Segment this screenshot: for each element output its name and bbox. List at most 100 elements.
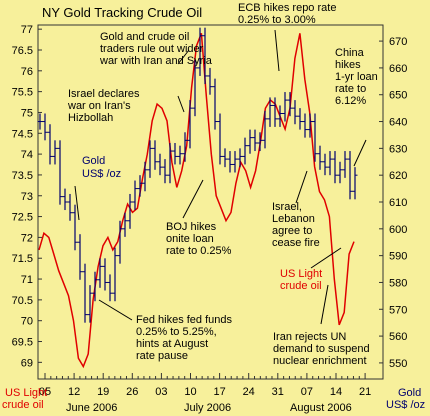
- gold-bar: [262, 110, 268, 149]
- gold-bar: [292, 100, 298, 125]
- gold-bar: [87, 285, 93, 323]
- gold-bar: [212, 78, 218, 130]
- right-tick-label: 580: [389, 277, 407, 289]
- gold-bar: [167, 143, 173, 184]
- left-tick-label: 72: [21, 232, 33, 244]
- chart-title: NY Gold Tracking Crude Oil: [42, 5, 202, 20]
- annotation-china: China hikes 1-yr loan rate to 6.12%: [335, 47, 381, 107]
- right-tick-label: 560: [389, 331, 407, 343]
- month-label-june: June 2006: [66, 402, 117, 414]
- x-tick-label: 26: [126, 386, 138, 398]
- gold-bar: [342, 151, 348, 178]
- gold-bar: [97, 258, 103, 288]
- left-tick-label: 76: [21, 66, 33, 78]
- x-tick-label: 10: [184, 386, 196, 398]
- pointer-oil-label: [310, 247, 342, 269]
- gold-bar: [127, 193, 133, 229]
- left-tick-label: 73: [21, 191, 33, 203]
- x-tick-label: 03: [155, 386, 167, 398]
- left-tick-label: 70: [21, 316, 33, 328]
- right-axis-ticks: 670 660 650 640 630 620 610 600 590 580 570 560 550: [379, 36, 407, 370]
- gold-bar: [322, 153, 328, 176]
- right-tick-label: 620: [389, 170, 407, 182]
- pointer-iran: [320, 284, 329, 325]
- gold-bar: [232, 151, 238, 173]
- gold-bar: [282, 92, 288, 122]
- left-axis-label: US Light crude oil: [2, 387, 47, 411]
- gold-bar: [302, 113, 308, 138]
- annotation-fed: Fed hikes fed funds 0.25% to 5.25%, hint…: [136, 314, 235, 362]
- gold-bar: [177, 145, 183, 165]
- gold-bar: [247, 129, 253, 154]
- series-layer: [37, 27, 358, 369]
- gold-bar: [222, 148, 228, 168]
- month-label-july: July 2006: [184, 402, 231, 414]
- left-tick-label: 74: [21, 149, 33, 161]
- annotation-iran: Iran rejects UN demand to suspend nuclea…: [273, 331, 373, 367]
- right-tick-label: 610: [389, 197, 407, 209]
- x-tick-label: 17: [213, 386, 225, 398]
- annotation-boj: BOJ hikes onite loan rate to 0.25%: [166, 221, 232, 257]
- x-tick-label: 14: [330, 386, 342, 398]
- right-tick-label: 600: [389, 224, 407, 236]
- left-tick-label: 75: [21, 107, 33, 119]
- right-tick-label: 550: [389, 358, 407, 370]
- gold-bar: [152, 140, 158, 170]
- left-tick-label: 76.5: [12, 45, 33, 57]
- x-axis-ticks: 05 12 19 26 03 10 17 24 31 07 14 21: [39, 373, 371, 398]
- gold-bar: [122, 212, 128, 237]
- x-tick-label: 07: [301, 386, 313, 398]
- gold-bar: [82, 263, 88, 323]
- gold-bar: [237, 148, 243, 168]
- right-tick-label: 570: [389, 304, 407, 316]
- x-tick-label: 21: [359, 386, 371, 398]
- gold-bar: [352, 167, 358, 200]
- gold-bar: [47, 124, 53, 165]
- left-tick-label: 69.5: [12, 337, 33, 349]
- gold-bar: [142, 161, 148, 192]
- annotation-ecb: ECB hikes repo rate 0.25% to 3.00%: [238, 2, 340, 26]
- right-axis-label: Gold US$ /oz: [386, 387, 425, 411]
- pointer-lebanon: [295, 170, 308, 204]
- left-axis-ticks: 77 76.5 76 75.5 75 74.5 74 73.5 73 72.5 72 71.5 71 70…: [12, 24, 42, 369]
- left-tick-label: 71.5: [12, 253, 33, 265]
- gold-bar: [317, 145, 323, 170]
- gold-bar: [132, 180, 138, 211]
- gold-bar: [62, 188, 68, 211]
- gold-bar: [112, 247, 118, 302]
- pointer-fed: [98, 299, 133, 321]
- pointer-gold-label: [74, 185, 80, 221]
- legend-oil: US Light crude oil: [280, 268, 325, 292]
- gold-bar: [192, 59, 198, 117]
- gold-bar: [182, 132, 188, 162]
- gold-bar: [252, 129, 258, 152]
- gold-bar: [52, 140, 58, 165]
- gold-bar: [57, 140, 63, 205]
- gold-bar: [227, 151, 233, 173]
- x-tick-label: 31: [272, 386, 284, 398]
- right-tick-label: 590: [389, 251, 407, 263]
- gold-bar: [202, 27, 208, 84]
- x-tick-label: 12: [68, 386, 80, 398]
- left-tick-label: 72.5: [12, 212, 33, 224]
- left-tick-label: 75.5: [12, 87, 33, 99]
- left-tick-label: 71: [21, 274, 33, 286]
- gold-bar: [92, 271, 98, 302]
- pointer-gold-oil-war: [177, 49, 190, 65]
- gold-bar: [37, 113, 43, 130]
- gold-bar: [267, 97, 273, 127]
- gold-bar: [42, 113, 48, 141]
- x-tick-label: 19: [97, 386, 109, 398]
- right-tick-label: 630: [389, 143, 407, 155]
- gold-bar: [347, 151, 353, 200]
- gold-bar: [107, 274, 113, 302]
- left-tick-label: 74.5: [12, 128, 33, 140]
- gold-bar: [287, 92, 293, 117]
- gold-bar: [72, 204, 78, 251]
- left-tick-label: 77: [21, 24, 33, 36]
- gold-bar: [332, 151, 338, 184]
- gold-bar: [187, 100, 193, 149]
- gold-bar: [162, 159, 168, 184]
